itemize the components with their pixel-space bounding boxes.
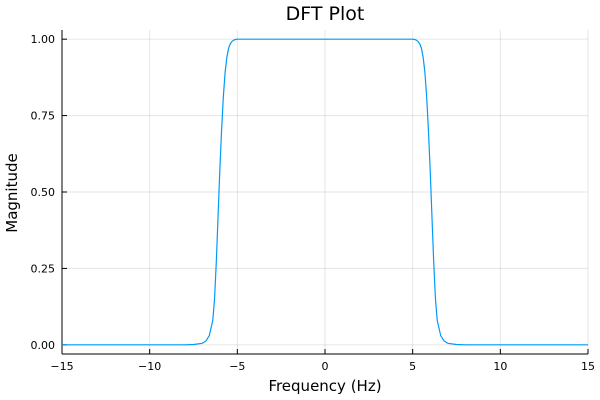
grid xyxy=(61,30,589,354)
series-layer xyxy=(62,38,588,346)
x-tick-label: −10 xyxy=(138,360,161,373)
x-tick-label: 5 xyxy=(409,360,416,373)
axes: −15 −10 −5 0 5 10 15 0.00 0.25 0.50 0.75 1.00 xyxy=(31,30,595,373)
x-tick-label: 10 xyxy=(493,360,507,373)
x-tick-label: −15 xyxy=(50,360,73,373)
y-tick-label: 0.00 xyxy=(31,339,56,352)
y-tick-label: 1.00 xyxy=(31,33,56,46)
series-line xyxy=(62,38,588,346)
x-tick-label: 15 xyxy=(581,360,595,373)
y-tick-label: 0.50 xyxy=(31,186,56,199)
x-tick-label: 0 xyxy=(322,360,329,373)
y-axis-label: Magnitude xyxy=(3,153,21,232)
x-tick-label: −5 xyxy=(229,360,245,373)
y-tick-label: 0.75 xyxy=(31,110,56,123)
x-axis-label: Frequency (Hz) xyxy=(268,377,381,395)
y-tick-label: 0.25 xyxy=(31,262,56,275)
chart-title: DFT Plot xyxy=(286,3,365,25)
